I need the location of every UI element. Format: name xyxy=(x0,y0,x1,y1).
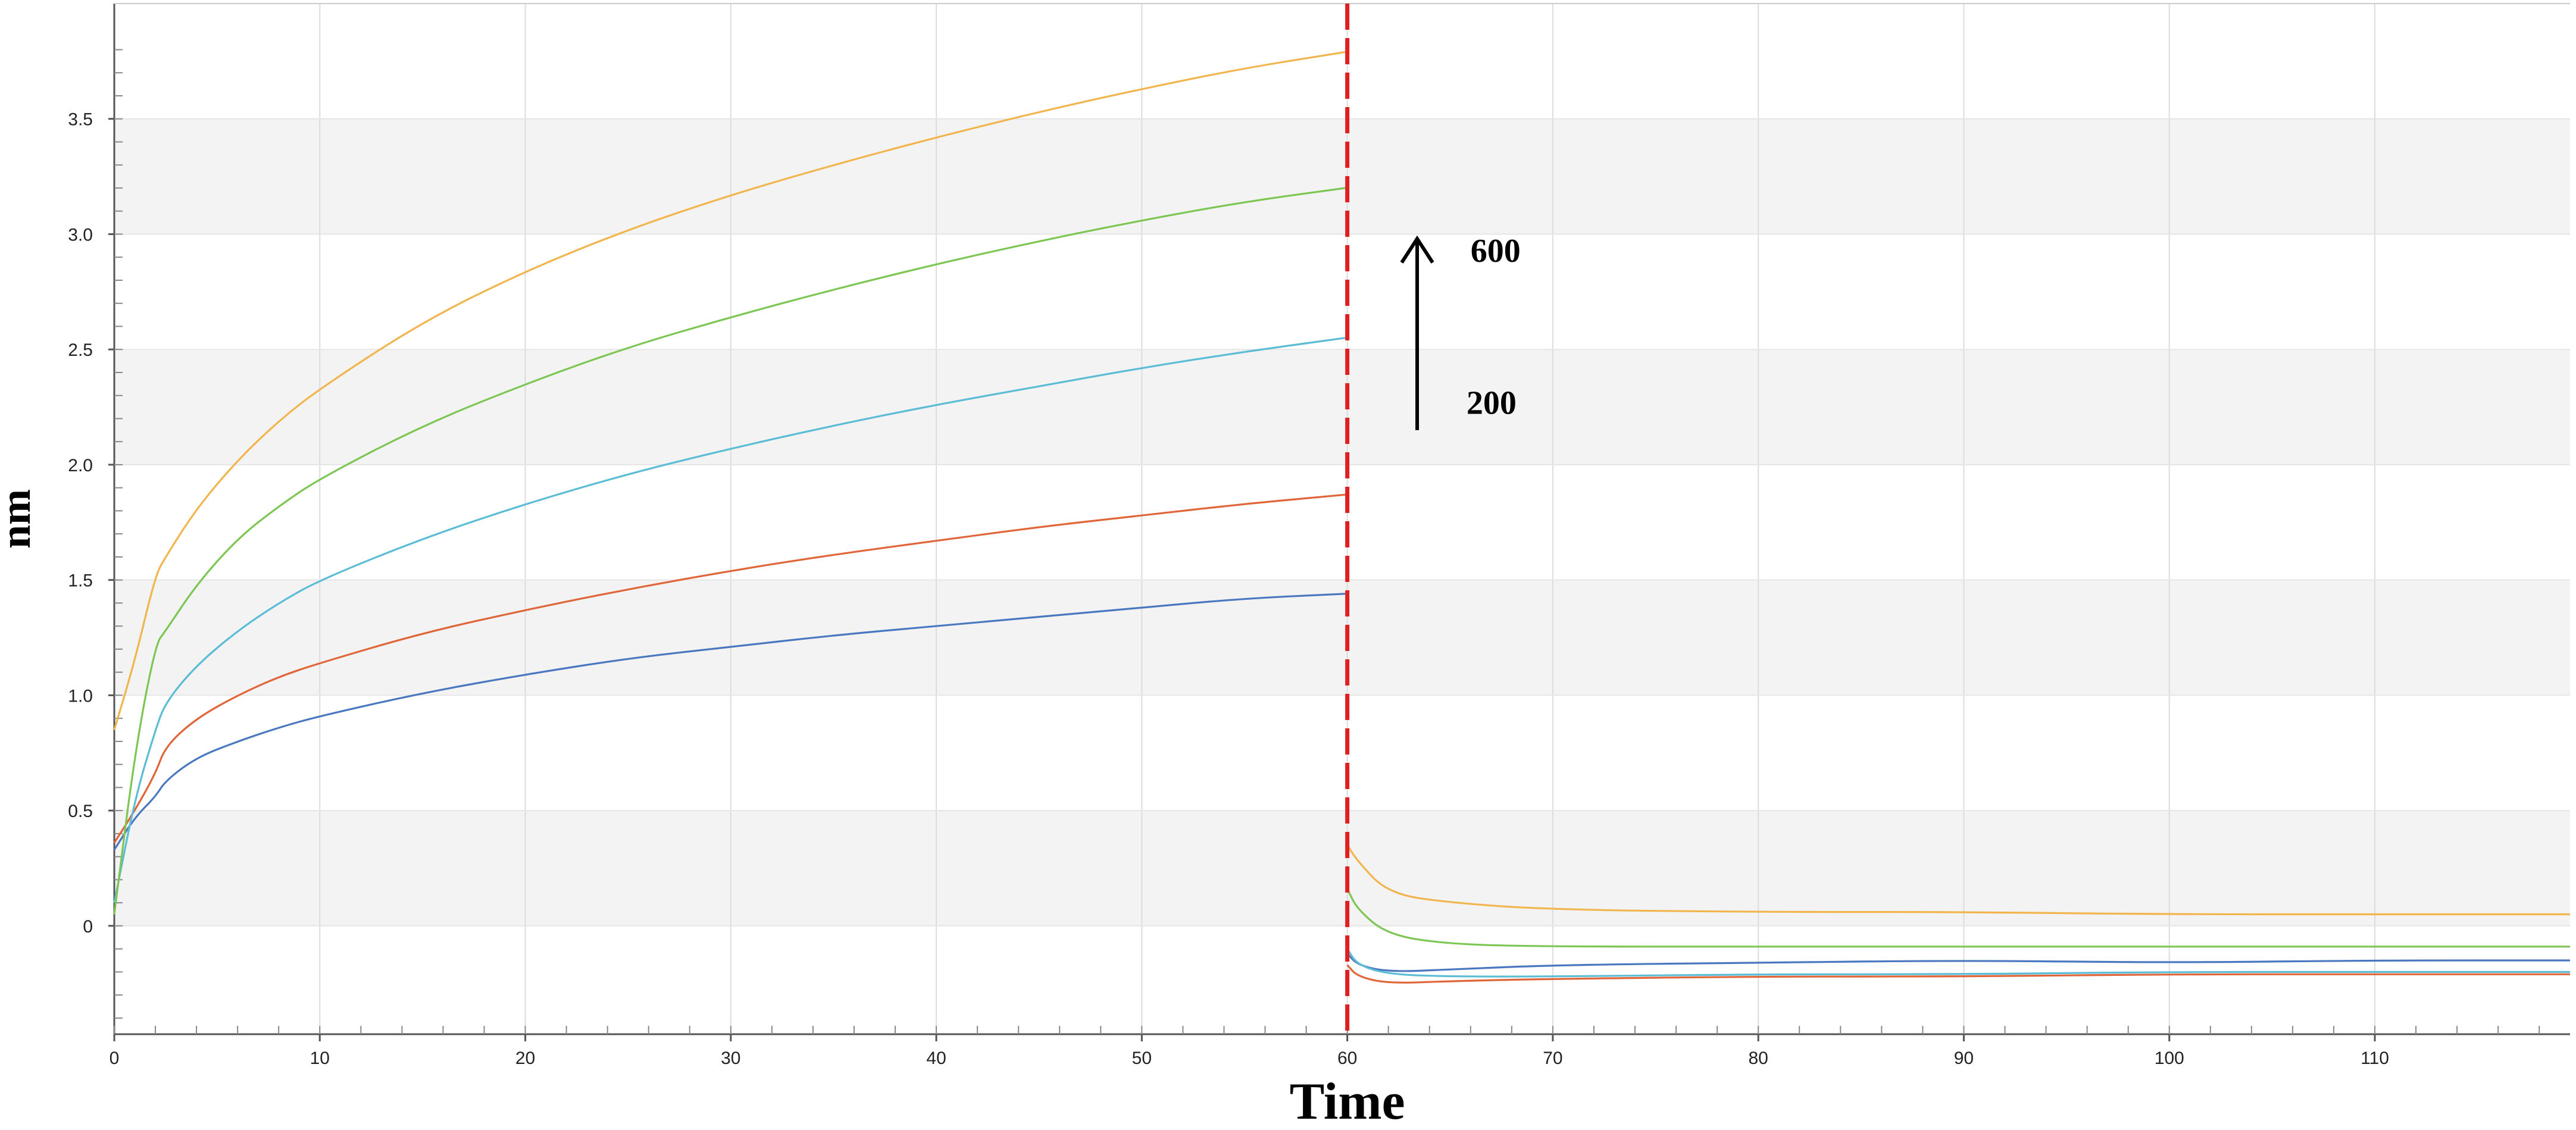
series-line xyxy=(1346,964,2570,984)
background-band xyxy=(114,118,2570,234)
series-line xyxy=(113,187,1346,915)
y-tick-label: 0 xyxy=(83,917,93,937)
x-tick-label: 80 xyxy=(1748,1048,1768,1068)
y-tick-label: 2.5 xyxy=(68,340,93,360)
background-band xyxy=(114,349,2570,465)
series-line xyxy=(1346,953,2570,972)
y-tick-label: 0.5 xyxy=(68,802,93,821)
annotations-group: 600 200 xyxy=(1400,233,1521,430)
x-tick-label: 90 xyxy=(1954,1048,1974,1068)
grid-lines xyxy=(114,4,2570,1034)
series-line xyxy=(1346,888,2570,948)
background-band xyxy=(114,810,2570,926)
x-tick-label: 60 xyxy=(1337,1048,1357,1068)
arrow-head-icon xyxy=(1400,235,1434,264)
series-line xyxy=(113,51,1346,730)
series-line xyxy=(1346,844,2570,916)
y-tick-label: 3.5 xyxy=(68,110,93,130)
annotation-label: 600 xyxy=(1471,233,1521,270)
series-line xyxy=(1346,948,2570,978)
annotation-label: 200 xyxy=(1467,385,1517,422)
x-tick-label: 100 xyxy=(2155,1048,2184,1068)
x-tick-label: 30 xyxy=(721,1048,740,1068)
y-tick-label: 1.0 xyxy=(68,686,93,706)
y-axis-title: nm xyxy=(0,489,39,549)
y-tick-label: 1.5 xyxy=(68,571,93,591)
x-tick-label: 0 xyxy=(110,1048,120,1068)
series-line xyxy=(113,337,1346,903)
x-tick-label: 40 xyxy=(926,1048,946,1068)
series-line xyxy=(113,493,1346,844)
x-axis-title: Time xyxy=(1290,1073,1405,1127)
background-band xyxy=(114,580,2570,696)
y-tick-label: 2.0 xyxy=(68,456,93,475)
series-line xyxy=(113,593,1346,850)
x-tick-label: 70 xyxy=(1543,1048,1562,1068)
series-group xyxy=(113,51,2570,984)
axes: 0 0.5 1.0 1.5 2.0 2.5 3.0 3.5 0 10 20 30 40 50 60 70 80 9… xyxy=(68,3,2570,1068)
x-tick-label: 110 xyxy=(2361,1048,2389,1068)
y-tick-label: 3.0 xyxy=(68,225,93,245)
x-tick-label: 10 xyxy=(310,1048,330,1068)
background-bands xyxy=(114,4,2570,1034)
x-tick-label: 20 xyxy=(515,1048,535,1068)
x-tick-label: 50 xyxy=(1132,1048,1152,1068)
